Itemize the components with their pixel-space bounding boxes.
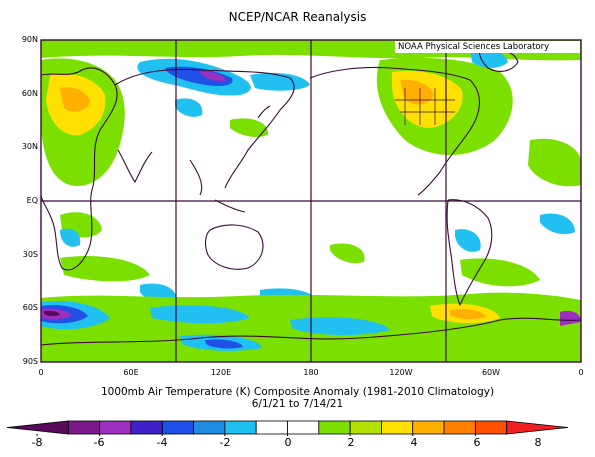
lat-label-30s: 30S bbox=[22, 250, 38, 259]
lon-label-180: 180 bbox=[303, 368, 319, 377]
colorbar-label: -8 bbox=[31, 436, 43, 449]
south-indian-cold bbox=[150, 305, 250, 324]
caption-line-1: 1000mb Air Temperature (K) Composite Ano… bbox=[100, 386, 495, 398]
colorbar-swatch bbox=[349, 420, 382, 435]
colorbar-swatch bbox=[67, 420, 101, 435]
lat-label-90n: 90N bbox=[21, 35, 38, 44]
asia-coast bbox=[114, 68, 295, 189]
east-asia-cold bbox=[175, 98, 203, 117]
map-frame bbox=[40, 39, 582, 363]
colorbar-swatch bbox=[255, 420, 288, 435]
colorbar-label: 2 bbox=[347, 436, 355, 449]
page-title: NCEP/NCAR Reanalysis bbox=[228, 10, 367, 24]
colorbar-label: 0 bbox=[284, 436, 292, 449]
antarctic-cold-center2 bbox=[205, 339, 243, 349]
lon-label-60e: 60E bbox=[123, 368, 139, 377]
colorbar-swatch bbox=[130, 420, 163, 435]
siberia-cold-patch bbox=[250, 72, 310, 91]
colorbar-label: 8 bbox=[534, 436, 542, 449]
credit-box bbox=[395, 41, 580, 53]
tropical-cold bbox=[540, 213, 575, 235]
europe-warm-peak bbox=[60, 87, 90, 112]
colorbar-swatch bbox=[474, 420, 508, 435]
atlantic-warm-patch bbox=[528, 138, 581, 187]
credit-label: NOAA Physical Sciences Laboratory bbox=[398, 42, 550, 52]
europe-africa-coast bbox=[41, 67, 118, 271]
colorbar-swatch bbox=[287, 420, 320, 435]
colorbar-swatch bbox=[193, 420, 226, 435]
colorbar bbox=[6, 420, 569, 436]
colorbar-swatch bbox=[224, 420, 257, 435]
pacific-warm-patch bbox=[230, 118, 269, 138]
map-caption: 1000mb Air Temperature (K) Composite Ano… bbox=[0, 386, 595, 410]
south-america-warm bbox=[460, 258, 540, 287]
colorbar-label: -2 bbox=[219, 436, 231, 449]
south-america-cold bbox=[455, 229, 481, 252]
india-coast bbox=[117, 149, 153, 183]
africa-cold bbox=[60, 228, 81, 247]
colorbar-swatch bbox=[506, 420, 569, 435]
canada-grid bbox=[395, 88, 455, 125]
lon-label-60w: 60W bbox=[481, 368, 501, 377]
lon-label-120w: 120W bbox=[389, 368, 413, 377]
antarctica-coast bbox=[41, 317, 581, 346]
antarctic-cold-east bbox=[560, 310, 581, 326]
arctic-cold-core bbox=[165, 66, 233, 86]
namerica-warm-peak bbox=[400, 79, 434, 105]
colorbar-label: 4 bbox=[410, 436, 418, 449]
antarctic-warm-peak bbox=[450, 308, 486, 320]
colorbar-swatch bbox=[412, 420, 445, 435]
colorbar-swatch bbox=[99, 420, 132, 435]
australia-coast bbox=[205, 224, 264, 270]
colorbar-label: 6 bbox=[473, 436, 481, 449]
lon-label-0: 0 bbox=[38, 368, 44, 377]
colorbar-label: -4 bbox=[156, 436, 168, 449]
south-america-coast bbox=[446, 199, 493, 306]
indian-ocean-warm bbox=[60, 255, 150, 282]
colorbar-swatch bbox=[161, 420, 194, 435]
colorbar-swatch bbox=[443, 420, 476, 435]
south-pacific-band-cold bbox=[290, 317, 390, 336]
colorbar-label: -6 bbox=[93, 436, 105, 449]
colorbar-swatch bbox=[6, 420, 69, 435]
caption-line-2: 6/1/21 to 7/14/21 bbox=[251, 398, 344, 410]
lat-label-60n: 60N bbox=[21, 89, 38, 98]
southern-ocean-cold-peak bbox=[44, 310, 60, 317]
lat-label-30n: 30N bbox=[21, 142, 38, 151]
lat-label-60s: 60S bbox=[22, 303, 38, 312]
lat-label-90s: 90S bbox=[22, 357, 38, 366]
north-america-coast bbox=[309, 66, 480, 196]
lon-label-120e: 120E bbox=[210, 368, 232, 377]
colorbar-swatch bbox=[318, 420, 351, 435]
arctic-cold-deep bbox=[200, 71, 226, 82]
lat-label-eq: EQ bbox=[26, 196, 38, 205]
japan-coast bbox=[257, 105, 271, 119]
south-pacific-warm bbox=[330, 243, 365, 264]
lon-label-0-east: 0 bbox=[578, 368, 584, 377]
colorbar-swatch bbox=[381, 420, 414, 435]
